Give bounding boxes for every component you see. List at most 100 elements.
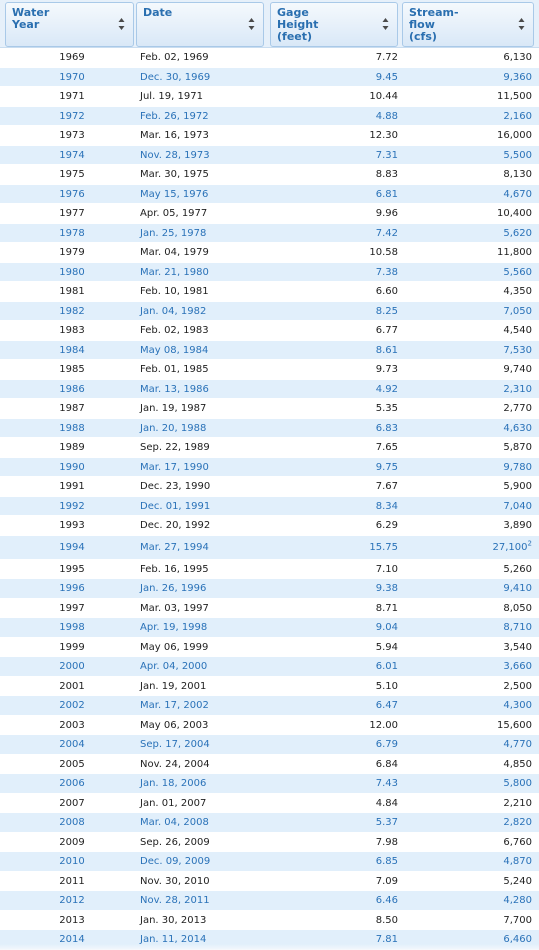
streamflow-value: 5,800 xyxy=(503,778,532,789)
cell-gage-height: 12.00 xyxy=(369,719,398,731)
cell-gage-height: 5.94 xyxy=(375,641,398,653)
cell-date: Dec. 30, 1969 xyxy=(140,71,211,83)
table-row: 1988 Jan. 20, 1988 6.83 4,630 xyxy=(0,418,539,438)
table-row: 2013 Jan. 30, 2013 8.50 7,700 xyxy=(0,910,539,930)
cell-water-year: 1980 xyxy=(59,266,85,278)
cell-water-year: 1993 xyxy=(59,520,85,531)
cell-water-year: 2007 xyxy=(59,797,85,809)
cell-streamflow: 2,210 xyxy=(402,794,532,814)
cell-date: Mar. 03, 1997 xyxy=(140,602,209,614)
table-row: 1993 Dec. 20, 1992 6.29 3,890 xyxy=(0,516,539,536)
cell-gage-height: 6.60 xyxy=(375,286,398,297)
cell-water-year: 2010 xyxy=(59,856,85,867)
cell-water-year: 2006 xyxy=(59,778,85,789)
cell-streamflow: 7,050 xyxy=(402,302,532,322)
cell-gage-height: 7.67 xyxy=(375,481,398,492)
cell-gage-height: 6.46 xyxy=(375,895,398,906)
table-row: 1977 Apr. 05, 1977 9.96 10,400 xyxy=(0,204,539,224)
table-header: Water Year Date Gage Height (feet) Str xyxy=(0,0,539,48)
column-header-streamflow[interactable]: Stream- flow (cfs) xyxy=(402,2,534,47)
streamflow-value: 4,870 xyxy=(503,856,532,867)
cell-water-year: 1983 xyxy=(59,325,85,336)
cell-water-year: 1982 xyxy=(59,305,85,317)
table-row: 2002 Mar. 17, 2002 6.47 4,300 xyxy=(0,696,539,716)
cell-streamflow: 5,900 xyxy=(402,477,532,497)
streamflow-value: 11,800 xyxy=(497,247,532,258)
streamflow-value: 5,500 xyxy=(503,149,532,161)
table-row: 1982 Jan. 04, 1982 8.25 7,050 xyxy=(0,301,539,322)
streamflow-value: 7,040 xyxy=(503,500,532,512)
cell-gage-height: 7.09 xyxy=(375,875,398,887)
cell-gage-height: 8.71 xyxy=(375,602,398,614)
streamflow-value: 5,560 xyxy=(503,266,532,278)
table-row: 1970 Dec. 30, 1969 9.45 9,360 xyxy=(0,67,539,87)
cell-date: Jan. 20, 1988 xyxy=(140,422,207,434)
cell-gage-height: 6.77 xyxy=(375,325,398,336)
cell-streamflow: 6,130 xyxy=(402,48,532,68)
streamflow-value: 4,630 xyxy=(503,422,532,434)
sort-updown-icon[interactable] xyxy=(118,17,125,31)
cell-streamflow: 2,160 xyxy=(402,107,532,127)
streamflow-value: 5,260 xyxy=(503,563,532,575)
streamflow-value: 16,000 xyxy=(497,130,532,141)
sort-updown-icon[interactable] xyxy=(518,17,525,31)
cell-gage-height: 6.81 xyxy=(375,188,398,200)
table-row: 1994 Mar. 27, 1994 15.75 27,1002 xyxy=(0,535,539,560)
cell-gage-height: 7.81 xyxy=(375,934,398,945)
streamflow-value: 2,310 xyxy=(503,383,532,395)
cell-water-year: 1996 xyxy=(59,583,85,594)
cell-gage-height: 8.25 xyxy=(375,305,398,317)
table-row: 2005 Nov. 24, 2004 6.84 4,850 xyxy=(0,754,539,775)
sort-updown-icon[interactable] xyxy=(382,17,389,31)
cell-streamflow: 6,760 xyxy=(402,833,532,853)
cell-streamflow: 2,500 xyxy=(402,677,532,697)
header-label-line: Stream- xyxy=(409,6,459,19)
streamflow-value: 4,300 xyxy=(503,700,532,711)
cell-date: Nov. 28, 1973 xyxy=(140,149,210,161)
cell-date: Jan. 30, 2013 xyxy=(140,914,207,926)
table-row: 2003 May 06, 2003 12.00 15,600 xyxy=(0,715,539,735)
column-header-water-year[interactable]: Water Year xyxy=(5,2,134,47)
cell-water-year: 2012 xyxy=(59,895,85,906)
cell-date: Mar. 30, 1975 xyxy=(140,169,209,180)
cell-gage-height: 8.83 xyxy=(375,169,398,180)
cell-gage-height: 6.01 xyxy=(375,661,398,672)
cell-gage-height: 7.72 xyxy=(375,52,398,63)
streamflow-value: 2,770 xyxy=(503,403,532,414)
cell-water-year: 1992 xyxy=(59,500,85,512)
column-header-date[interactable]: Date xyxy=(136,2,264,47)
table-row: 1997 Mar. 03, 1997 8.71 8,050 xyxy=(0,598,539,618)
column-header-gage-height[interactable]: Gage Height (feet) xyxy=(270,2,398,47)
cell-water-year: 1987 xyxy=(59,403,85,414)
cell-streamflow: 11,500 xyxy=(402,87,532,107)
cell-streamflow: 6,460 xyxy=(402,930,532,950)
header-label-line: Year xyxy=(12,18,40,31)
cell-gage-height: 7.42 xyxy=(375,227,398,239)
streamflow-value: 4,850 xyxy=(503,758,532,770)
cell-streamflow: 4,850 xyxy=(402,755,532,775)
cell-streamflow: 16,000 xyxy=(402,126,532,146)
cell-gage-height: 4.84 xyxy=(375,797,398,809)
cell-streamflow: 7,530 xyxy=(402,341,532,361)
streamflow-value: 15,600 xyxy=(497,719,532,731)
streamflow-value: 3,660 xyxy=(503,661,532,672)
table-row: 1983 Feb. 02, 1983 6.77 4,540 xyxy=(0,321,539,341)
cell-date: Mar. 13, 1986 xyxy=(140,383,209,395)
table-row: 1971 Jul. 19, 1971 10.44 11,500 xyxy=(0,87,539,107)
cell-water-year: 1974 xyxy=(59,149,85,161)
cell-water-year: 2002 xyxy=(59,700,85,711)
footnote-marker[interactable]: 2 xyxy=(527,539,532,548)
cell-date: May 06, 2003 xyxy=(140,719,209,731)
streamflow-value: 11,500 xyxy=(497,91,532,102)
cell-gage-height: 8.34 xyxy=(375,500,398,512)
table-row: 1985 Feb. 01, 1985 9.73 9,740 xyxy=(0,360,539,380)
cell-gage-height: 4.88 xyxy=(375,110,398,122)
cell-water-year: 2001 xyxy=(59,680,85,692)
cell-gage-height: 6.84 xyxy=(375,758,398,770)
cell-water-year: 2004 xyxy=(59,739,85,750)
sort-updown-icon[interactable] xyxy=(248,17,255,31)
table-row: 1980 Mar. 21, 1980 7.38 5,560 xyxy=(0,262,539,282)
cell-streamflow: 5,260 xyxy=(402,560,532,580)
cell-streamflow: 9,780 xyxy=(402,458,532,478)
cell-date: Feb. 01, 1985 xyxy=(140,364,209,375)
